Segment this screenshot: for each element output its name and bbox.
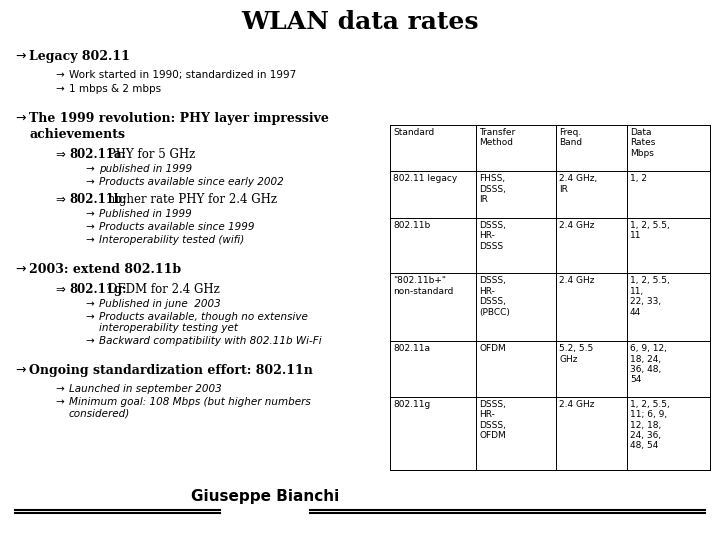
Text: →: → xyxy=(15,364,25,377)
Text: Minimum goal: 108 Mbps (but higher numbers: Minimum goal: 108 Mbps (but higher numbe… xyxy=(69,397,311,407)
Text: Data
Rates
Mbps: Data Rates Mbps xyxy=(630,128,655,158)
Text: →: → xyxy=(55,84,64,94)
Text: 1, 2, 5.5,
11: 1, 2, 5.5, 11 xyxy=(630,221,670,240)
Text: Legacy 802.11: Legacy 802.11 xyxy=(29,50,130,63)
Text: →: → xyxy=(85,164,94,174)
Text: →: → xyxy=(85,299,94,309)
Text: 802.11b:: 802.11b: xyxy=(69,193,127,206)
Text: FHSS,
DSSS,
IR: FHSS, DSSS, IR xyxy=(480,174,506,204)
Text: DSSS,
HR-
DSSS,
OFDM: DSSS, HR- DSSS, OFDM xyxy=(480,400,506,440)
Text: →: → xyxy=(15,50,25,63)
Text: 2.4 GHz: 2.4 GHz xyxy=(559,400,595,409)
Text: DSSS,
HR-
DSSS,
(PBCC): DSSS, HR- DSSS, (PBCC) xyxy=(480,276,510,316)
Text: considered): considered) xyxy=(69,408,130,418)
Text: →: → xyxy=(85,235,94,245)
Text: Freq.
Band: Freq. Band xyxy=(559,128,582,147)
Text: 5.2, 5.5
GHz: 5.2, 5.5 GHz xyxy=(559,345,594,364)
Text: →: → xyxy=(85,222,94,232)
Text: 2.4 GHz: 2.4 GHz xyxy=(559,221,595,230)
Text: 802.11g: 802.11g xyxy=(393,400,431,409)
Text: 802.11a:: 802.11a: xyxy=(69,148,126,161)
Text: 802.11g:: 802.11g: xyxy=(69,283,127,296)
Text: OFDM for 2.4 GHz: OFDM for 2.4 GHz xyxy=(104,283,220,296)
Text: interoperability testing yet: interoperability testing yet xyxy=(99,323,238,333)
Text: →: → xyxy=(15,263,25,276)
Text: Published in june  2003: Published in june 2003 xyxy=(99,299,221,309)
Text: The 1999 revolution: PHY layer impressive: The 1999 revolution: PHY layer impressiv… xyxy=(29,112,329,125)
Text: 802.11 legacy: 802.11 legacy xyxy=(393,174,457,184)
Text: DSSS,
HR-
DSSS: DSSS, HR- DSSS xyxy=(480,221,506,251)
Text: Launched in september 2003: Launched in september 2003 xyxy=(69,384,222,394)
Text: Giuseppe Bianchi: Giuseppe Bianchi xyxy=(191,489,339,504)
Text: Transfer
Method: Transfer Method xyxy=(480,128,516,147)
Text: ⇒: ⇒ xyxy=(55,193,65,206)
Text: achievements: achievements xyxy=(29,128,125,141)
Text: 6, 9, 12,
18, 24,
36, 48,
54: 6, 9, 12, 18, 24, 36, 48, 54 xyxy=(630,345,667,384)
Text: Standard: Standard xyxy=(393,128,434,137)
Text: 1 mbps & 2 mbps: 1 mbps & 2 mbps xyxy=(69,84,161,94)
Text: →: → xyxy=(55,70,64,80)
Text: "802.11b+"
non-standard: "802.11b+" non-standard xyxy=(393,276,454,296)
Text: →: → xyxy=(15,112,25,125)
Text: Ongoing standardization effort: 802.11n: Ongoing standardization effort: 802.11n xyxy=(29,364,313,377)
Text: Products available, though no extensive: Products available, though no extensive xyxy=(99,312,308,322)
Text: WLAN data rates: WLAN data rates xyxy=(241,10,479,34)
Text: 1, 2, 5.5,
11; 6, 9,
12, 18,
24, 36,
48, 54: 1, 2, 5.5, 11; 6, 9, 12, 18, 24, 36, 48,… xyxy=(630,400,670,450)
Text: ⇒: ⇒ xyxy=(55,148,65,161)
Text: →: → xyxy=(55,384,64,394)
Text: Products available since 1999: Products available since 1999 xyxy=(99,222,254,232)
Text: →: → xyxy=(85,312,94,322)
Text: 2.4 GHz: 2.4 GHz xyxy=(559,276,595,285)
Text: Backward compatibility with 802.11b Wi-Fi: Backward compatibility with 802.11b Wi-F… xyxy=(99,336,322,346)
Text: →: → xyxy=(85,336,94,346)
Text: 802.11a: 802.11a xyxy=(393,345,430,353)
Text: →: → xyxy=(55,397,64,407)
Text: Interoperability tested (wifi): Interoperability tested (wifi) xyxy=(99,235,244,245)
Text: OFDM: OFDM xyxy=(480,345,506,353)
Text: PHY for 5 GHz: PHY for 5 GHz xyxy=(104,148,196,161)
Text: 802.11b: 802.11b xyxy=(393,221,431,230)
Text: 2003: extend 802.11b: 2003: extend 802.11b xyxy=(29,263,181,276)
Text: 1, 2, 5.5,
11,
22, 33,
44: 1, 2, 5.5, 11, 22, 33, 44 xyxy=(630,276,670,316)
Text: →: → xyxy=(85,209,94,219)
Text: ⇒: ⇒ xyxy=(55,283,65,296)
Text: higher rate PHY for 2.4 GHz: higher rate PHY for 2.4 GHz xyxy=(104,193,277,206)
Text: Published in 1999: Published in 1999 xyxy=(99,209,192,219)
Text: published in 1999: published in 1999 xyxy=(99,164,192,174)
Text: →: → xyxy=(85,177,94,187)
Text: 1, 2: 1, 2 xyxy=(630,174,647,184)
Text: Products available since early 2002: Products available since early 2002 xyxy=(99,177,284,187)
Text: Work started in 1990; standardized in 1997: Work started in 1990; standardized in 19… xyxy=(69,70,296,80)
Text: 2.4 GHz,
IR: 2.4 GHz, IR xyxy=(559,174,598,194)
